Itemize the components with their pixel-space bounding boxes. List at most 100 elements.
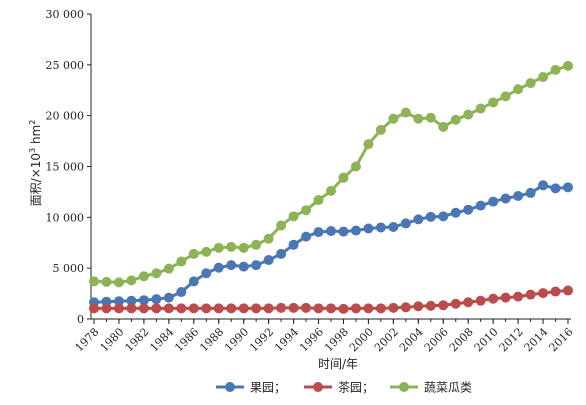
data-point: [350, 303, 361, 314]
data-point: [425, 300, 436, 311]
data-point: [301, 231, 312, 242]
data-point: [251, 303, 262, 314]
y-tick-label: 5 000: [53, 262, 85, 275]
data-point: [163, 263, 174, 274]
data-point: [301, 302, 312, 313]
legend-label: 茶园；: [338, 380, 374, 395]
x-tick-label: 1982: [122, 325, 151, 354]
data-point: [525, 187, 536, 198]
x-tick-label: 2004: [397, 325, 426, 354]
data-point: [500, 91, 511, 102]
data-point: [488, 97, 499, 108]
data-point: [263, 233, 274, 244]
data-point: [400, 218, 411, 229]
data-point: [425, 211, 436, 222]
data-point: [463, 297, 474, 308]
y-axis-title-unit: hm: [29, 125, 43, 148]
data-point: [263, 255, 274, 266]
data-point: [363, 303, 374, 314]
data-point: [276, 248, 287, 259]
y-axis-title-prefix: 面积/×10: [29, 153, 43, 206]
data-point: [89, 303, 99, 314]
data-point: [375, 303, 386, 314]
y-axis-title: 面积/×103 hm2: [28, 120, 43, 207]
data-point: [226, 303, 237, 314]
y-tick-label: 15 000: [46, 161, 85, 174]
data-point: [363, 223, 374, 234]
x-tick-label: 2006: [422, 325, 451, 354]
data-point: [238, 242, 249, 253]
data-point: [413, 301, 424, 312]
data-point: [163, 303, 174, 314]
data-point: [488, 293, 499, 304]
data-point: [313, 227, 324, 238]
series-line: [93, 64, 569, 284]
data-point: [488, 196, 499, 207]
x-tick-label: 2002: [372, 325, 401, 354]
data-point: [338, 303, 349, 314]
y-tick-label: 10 000: [46, 211, 85, 224]
series-1: [89, 180, 573, 308]
data-point: [326, 185, 336, 196]
legend-item-2: 茶园；: [304, 380, 374, 395]
x-tick-label: 2010: [472, 325, 501, 354]
data-point: [101, 303, 112, 314]
legend: 果园； 茶园； 蔬菜瓜类: [216, 380, 472, 395]
data-point: [113, 303, 124, 314]
data-point: [475, 103, 486, 114]
data-point: [313, 303, 324, 314]
data-point: [425, 112, 436, 123]
data-point: [263, 303, 274, 314]
data-point: [188, 248, 199, 259]
data-point: [188, 276, 199, 287]
data-point: [213, 303, 224, 314]
legend-marker: [399, 382, 409, 392]
x-tick-label: 2008: [447, 325, 476, 354]
y-axis-ticks: 0 5 000 10 000 15 000 20 000 25 000 30 000: [46, 8, 91, 326]
data-point: [438, 121, 449, 132]
data-point: [350, 225, 361, 236]
y-axis-title-unit-sup: 2: [28, 120, 37, 125]
data-point: [513, 291, 524, 302]
data-point: [538, 72, 549, 83]
data-point: [413, 214, 424, 225]
x-tick-label: 2012: [497, 325, 526, 354]
x-tick-label: 1984: [147, 325, 176, 354]
data-point: [113, 277, 124, 288]
data-point: [138, 295, 149, 306]
data-point: [301, 205, 312, 216]
y-tick-label: 0: [77, 313, 84, 326]
data-point: [438, 211, 449, 222]
data-point: [251, 260, 262, 271]
x-tick-label: 1996: [297, 325, 326, 354]
data-point: [201, 268, 212, 279]
data-point: [350, 161, 361, 172]
data-point: [288, 302, 299, 313]
y-axis-title-sup: 3: [28, 148, 37, 153]
series-layer: [89, 60, 573, 314]
data-point: [400, 302, 411, 313]
data-point: [89, 276, 99, 287]
data-point: [450, 207, 461, 218]
data-point: [151, 268, 162, 279]
data-point: [463, 204, 474, 215]
data-point: [413, 113, 424, 124]
data-point: [176, 256, 187, 267]
data-point: [176, 303, 187, 314]
legend-item-3: 蔬菜瓜类: [390, 381, 472, 395]
data-point: [326, 303, 336, 314]
x-tick-label: 1994: [272, 325, 301, 354]
data-point: [513, 84, 524, 95]
x-axis-title: 时间/年: [318, 357, 358, 371]
data-point: [375, 124, 386, 135]
data-point: [538, 288, 549, 299]
series-2: [89, 285, 573, 314]
legend-item-1: 果园；: [216, 381, 286, 395]
data-point: [338, 172, 349, 183]
x-tick-label: 2000: [347, 325, 376, 354]
data-point: [525, 289, 536, 300]
x-tick-label: 1988: [197, 325, 226, 354]
data-point: [326, 226, 336, 237]
data-point: [475, 200, 486, 211]
